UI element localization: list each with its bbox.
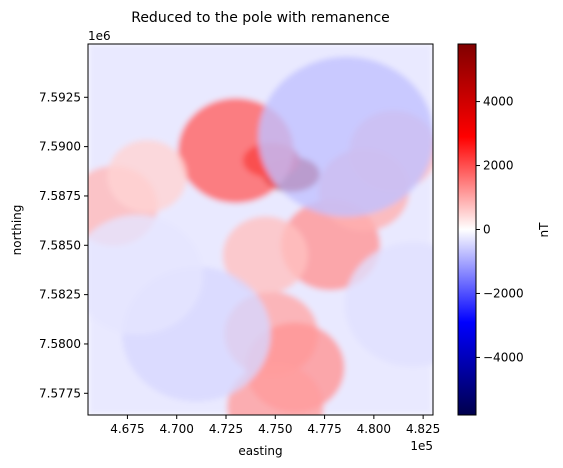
y-tick-label-1: 7.5800 bbox=[39, 337, 81, 351]
plot-area bbox=[88, 44, 433, 415]
chart-title: Reduced to the pole with remanence bbox=[131, 10, 390, 26]
y-tick-label-0: 7.5775 bbox=[39, 386, 81, 400]
colorbar-tick-label-2: 0 bbox=[483, 223, 491, 237]
y-tick-label-4: 7.5875 bbox=[39, 189, 81, 203]
colorbar-tick-label-1: −2000 bbox=[483, 286, 524, 300]
colorbar-gradient bbox=[457, 43, 477, 416]
y-tick-label-6: 7.5925 bbox=[39, 90, 81, 104]
x-tick-label-0: 4.675 bbox=[110, 422, 144, 436]
anomaly-13 bbox=[258, 56, 433, 217]
anomaly-11 bbox=[222, 216, 309, 294]
colorbar-label: nT bbox=[537, 222, 551, 238]
y-tick-label-3: 7.5850 bbox=[39, 238, 81, 252]
x-tick-label-3: 4.750 bbox=[258, 422, 292, 436]
plot-frame bbox=[87, 43, 434, 416]
y-axis: 7.5775 7.5800 7.5825 7.5850 7.5875 7.5900 7.59… bbox=[39, 90, 88, 400]
y-tick-label-5: 7.5900 bbox=[39, 140, 81, 154]
colorbar-tick-label-3: 2000 bbox=[483, 159, 514, 173]
x-tick-label-4: 4.775 bbox=[307, 422, 341, 436]
colorbar: −4000 −2000 0 2000 4000 nT bbox=[457, 43, 551, 416]
anomaly-15 bbox=[88, 214, 204, 335]
x-tick-label-2: 4.725 bbox=[209, 422, 243, 436]
colorbar-tick-label-4: 4000 bbox=[483, 95, 514, 109]
anomaly-14 bbox=[344, 242, 433, 367]
x-axis: 4.675 4.700 4.725 4.750 4.775 4.800 4.825 bbox=[110, 415, 440, 436]
y-axis-label: northing bbox=[10, 205, 24, 256]
anomaly-4 bbox=[107, 139, 188, 213]
colorbar-tick-label-0: −4000 bbox=[483, 350, 524, 364]
x-tick-label-5: 4.800 bbox=[357, 422, 391, 436]
y-offset-label: 1e6 bbox=[88, 29, 111, 43]
x-offset-label: 1e5 bbox=[410, 439, 433, 453]
x-tick-label-6: 4.825 bbox=[406, 422, 440, 436]
x-tick-label-1: 4.700 bbox=[160, 422, 194, 436]
y-tick-label-2: 7.5825 bbox=[39, 288, 81, 302]
x-axis-label: easting bbox=[238, 444, 282, 458]
